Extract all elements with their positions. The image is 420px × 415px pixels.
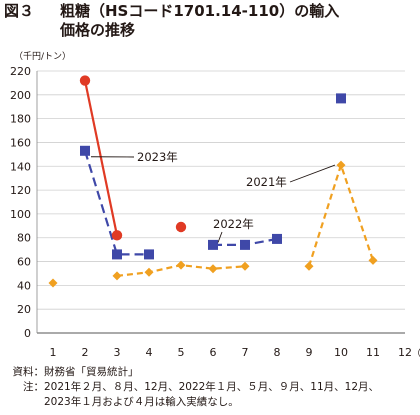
- annotation-leader: [289, 164, 336, 183]
- y-tick-label: 180: [10, 113, 31, 126]
- data-point-square: [336, 93, 346, 104]
- x-tick-label: 11: [366, 346, 380, 359]
- x-tick-label: 7: [242, 346, 249, 359]
- data-point-diamond: [368, 255, 378, 265]
- y-tick-label: 100: [10, 208, 31, 221]
- x-tick-label: 3: [114, 346, 121, 359]
- series-line-2021年: [307, 161, 375, 267]
- x-tick-label: 6: [210, 346, 217, 359]
- x-tick-label: 9: [306, 346, 313, 359]
- annotation-label: 2023年: [137, 150, 178, 164]
- x-tick-label: 2: [82, 346, 89, 359]
- annotation-bg: [211, 216, 255, 231]
- data-point-diamond: [144, 267, 154, 277]
- x-tick-label: 8: [274, 346, 281, 359]
- data-point-diamond: [176, 260, 186, 270]
- title-text: 粗糖（HSコード1701.14-110）の輸入: [60, 2, 340, 20]
- data-point-square: [240, 239, 250, 250]
- x-tick-label: 12: [398, 346, 412, 359]
- annotation-bg: [135, 149, 179, 164]
- y-tick-label: 160: [10, 136, 31, 149]
- annotation-bg: [244, 174, 288, 189]
- note-row-2: 2023年１月および４月は輸入実績なし。: [4, 395, 416, 410]
- data-point-diamond: [112, 271, 122, 281]
- data-point-circle: [111, 230, 123, 241]
- y-tick-label: 80: [17, 232, 31, 245]
- series-line-2022年: [83, 150, 149, 256]
- note-row: 注： 2021年２月、８月、12月、2022年１月、５月、９月、11月、12月、: [4, 380, 416, 395]
- x-tick-label: 10: [334, 346, 348, 359]
- x-tick-label: 4: [146, 346, 153, 359]
- data-point-diamond: [208, 264, 218, 274]
- y-tick-label: 140: [10, 160, 31, 173]
- title-subtext: 価格の推移: [60, 21, 136, 39]
- note-label: 注：: [23, 381, 44, 393]
- y-axis-unit: （千円/トン）: [14, 52, 72, 62]
- data-point-square: [112, 249, 122, 260]
- y-tick-label: 40: [17, 279, 31, 292]
- y-tick-label: 60: [17, 256, 31, 269]
- source-row: 資料： 財務省「貿易統計」: [4, 365, 416, 380]
- data-point-circle: [79, 75, 91, 86]
- data-point-circle: [175, 221, 187, 233]
- y-tick-label: 200: [10, 89, 31, 102]
- data-point-diamond: [48, 278, 58, 288]
- data-point-diamond: [240, 261, 250, 271]
- note-text-1: 2021年２月、８月、12月、2022年１月、５月、９月、11月、12月、: [44, 381, 380, 393]
- data-point-square: [272, 233, 282, 244]
- note-text-2: 2023年１月および４月は輸入実績なし。: [44, 396, 239, 408]
- x-axis-unit: （月）: [412, 348, 420, 359]
- footnotes: 資料： 財務省「貿易統計」 注： 2021年２月、８月、12月、2022年１月、…: [4, 365, 416, 410]
- data-point-square: [144, 249, 154, 260]
- title-line-2: 価格の推移: [4, 21, 416, 40]
- data-point-diamond: [336, 160, 346, 170]
- y-tick-label: 220: [10, 65, 31, 78]
- x-tick-label: 1: [50, 346, 57, 359]
- x-tick-label: 5: [178, 346, 185, 359]
- data-point-square: [208, 239, 218, 250]
- data-point-square: [80, 145, 90, 156]
- title-line-1: 図３ 粗糖（HSコード1701.14-110）の輸入: [4, 2, 416, 21]
- annotation-label: 2021年: [246, 175, 287, 189]
- figure-number: 図３: [4, 2, 35, 20]
- chart-title: 図３ 粗糖（HSコード1701.14-110）の輸入 価格の推移: [4, 2, 416, 40]
- annotation-label: 2022年: [213, 217, 254, 231]
- annotation-leader: [217, 231, 223, 243]
- source-label: 資料：: [12, 366, 45, 378]
- y-tick-label: 0: [24, 327, 31, 340]
- y-tick-label: 20: [17, 303, 31, 316]
- data-point-diamond: [304, 261, 314, 271]
- source-text: 財務省「貿易統計」: [44, 366, 139, 378]
- y-tick-label: 120: [10, 184, 31, 197]
- series-line-2023年: [83, 80, 119, 236]
